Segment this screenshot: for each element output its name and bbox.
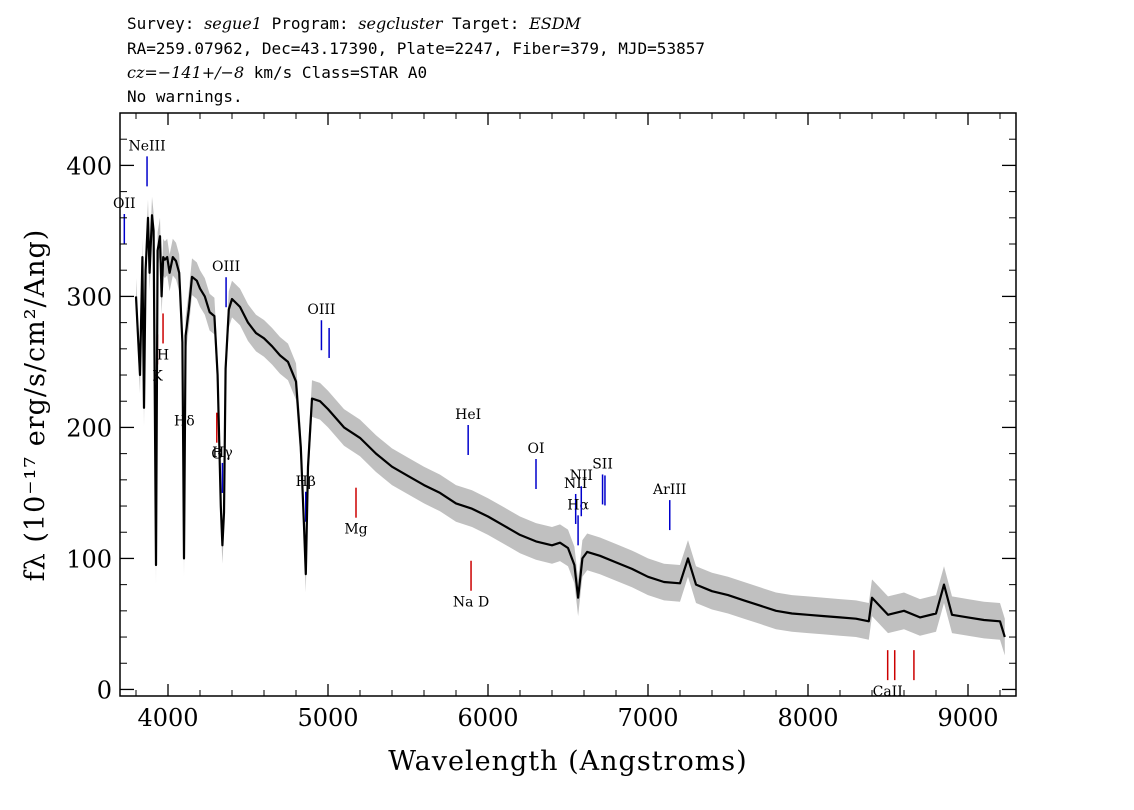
emission-line-label: HeI xyxy=(455,407,481,423)
header-line-2: RA=259.07962, Dec=43.17390, Plate=2247, … xyxy=(127,39,705,58)
y-tick-label: 100 xyxy=(66,545,112,573)
class-text: km/s Class=STAR A0 xyxy=(244,63,428,82)
cz-value: −141+/−8 xyxy=(157,63,245,82)
absorption-line-label: G xyxy=(211,447,222,463)
program-value: segcluster xyxy=(358,14,443,33)
x-tick-label: 7000 xyxy=(617,704,678,732)
header-line-1: Survey: segue1 Program: segcluster Targe… xyxy=(127,14,581,33)
y-tick-label: 400 xyxy=(66,152,112,180)
emission-line-label: OII xyxy=(113,196,136,212)
survey-label: Survey: xyxy=(127,14,195,33)
absorption-line-label: CaII xyxy=(873,684,903,700)
header-line-3: cz=−141+/−8 km/s Class=STAR A0 xyxy=(127,63,427,82)
x-tick-label: 8000 xyxy=(777,704,838,732)
y-axis-title: fλ (10⁻¹⁷ erg/s/cm²/Ang) xyxy=(20,229,51,582)
error-band xyxy=(136,196,1005,656)
x-tick-label: 9000 xyxy=(937,704,998,732)
emission-line-label: OIII xyxy=(307,302,335,318)
emission-line-label: OI xyxy=(527,441,544,457)
spectrum-data xyxy=(134,196,1006,656)
emission-line-label: Hγ xyxy=(212,445,233,461)
emission-line-label: SII xyxy=(592,456,613,472)
emission-line-label: NeIII xyxy=(128,138,165,154)
spectrum-line xyxy=(134,214,1006,638)
absorption-line-label: Mg xyxy=(344,522,367,538)
header-line-4: No warnings. xyxy=(127,87,243,106)
x-tick-label: 5000 xyxy=(297,704,358,732)
emission-line-label: Hα xyxy=(567,497,589,513)
x-tick-label: 4000 xyxy=(137,704,198,732)
x-tick-label: 6000 xyxy=(457,704,518,732)
emission-line-label: ArIII xyxy=(652,482,686,498)
cz-label: cz= xyxy=(127,63,158,82)
emission-line-label: OIII xyxy=(212,259,240,275)
axes: 4000 5000 6000 7000 8000 9000 0 100 200 300 400 xyxy=(66,113,1016,732)
y-tick-label: 300 xyxy=(66,283,112,311)
y-tick-label: 0 xyxy=(97,676,112,704)
y-tick-label: 200 xyxy=(66,414,112,442)
emission-line-label: NII xyxy=(570,468,593,484)
survey-value: segue1 xyxy=(204,14,262,33)
target-label: Target: xyxy=(452,14,520,33)
absorption-line-label: Na D xyxy=(453,595,489,611)
plot-frame xyxy=(119,112,1017,697)
program-label: Program: xyxy=(271,14,349,33)
target-value: ESDM xyxy=(529,14,581,33)
spectral-line-markers: OIINeIIIHδHγOIIIHβOIIIHeIOINIIHαNIISIIAr… xyxy=(113,138,915,700)
x-axis-title: Wavelength (Angstroms) xyxy=(388,746,747,777)
emission-line-label: Hβ xyxy=(296,474,316,490)
absorption-line-label: H xyxy=(157,347,169,363)
